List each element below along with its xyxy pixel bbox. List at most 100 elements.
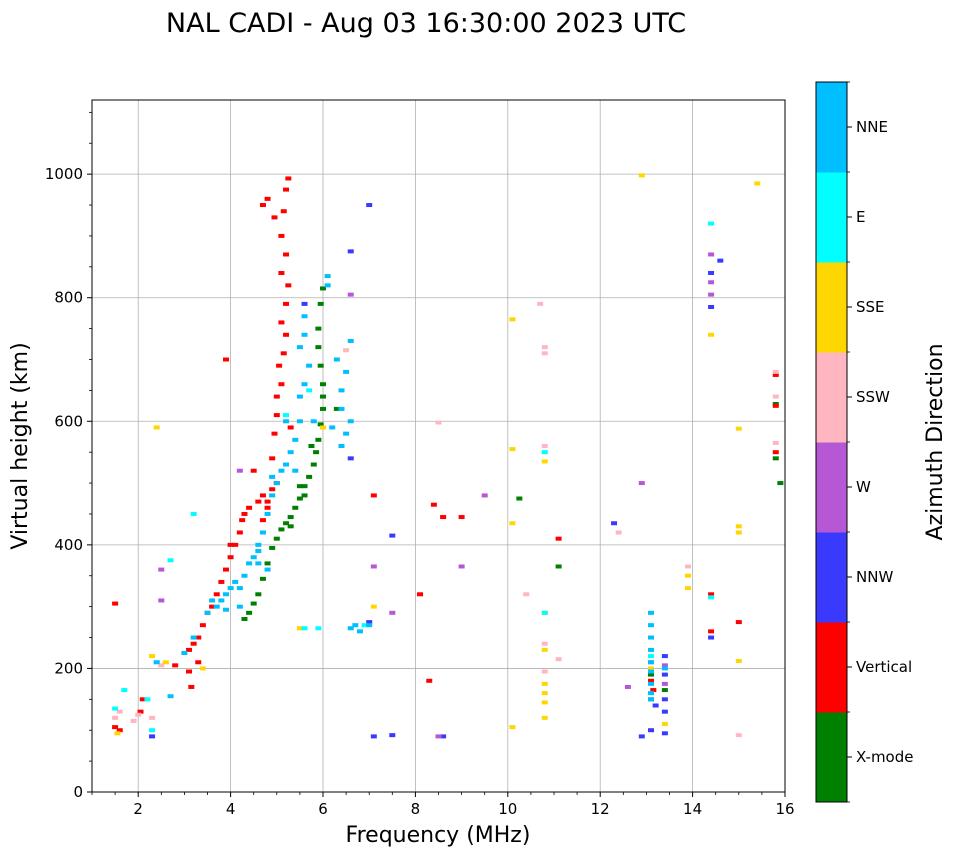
data-point-nnw	[611, 521, 618, 526]
data-point-nnw	[661, 709, 668, 714]
data-point-vertical	[280, 209, 287, 214]
data-point-sse	[162, 660, 169, 665]
data-point-sse	[153, 425, 160, 430]
data-point-sse	[509, 317, 516, 322]
colorbar-segment	[816, 262, 847, 353]
data-point-ssw	[158, 663, 165, 668]
data-point-sse	[754, 181, 761, 186]
data-point-nnw	[708, 635, 715, 640]
data-point-vertical	[278, 382, 285, 387]
data-point-vertical	[259, 203, 266, 208]
data-point-nne	[209, 598, 216, 603]
x-tick-label: 12	[591, 800, 610, 818]
data-point-x-mode	[516, 496, 523, 501]
data-point-w	[624, 684, 631, 689]
data-point-e	[121, 688, 128, 693]
data-point-nne	[236, 604, 243, 609]
data-point-nne	[301, 382, 308, 387]
data-point-nne	[366, 623, 373, 628]
data-point-w	[708, 252, 715, 257]
data-point-vertical	[273, 394, 280, 399]
data-point-sse	[296, 626, 303, 631]
data-point-ssw	[541, 641, 548, 646]
data-point-nne	[324, 274, 331, 279]
data-point-ssw	[541, 345, 548, 350]
data-point-vertical	[276, 363, 283, 368]
data-point-nne	[338, 444, 345, 448]
data-point-nnw	[661, 654, 668, 659]
data-point-x-mode	[555, 564, 562, 569]
data-point-vertical	[227, 542, 234, 547]
data-point-vertical	[259, 518, 266, 523]
data-point-ssw	[112, 715, 119, 720]
data-point-ssw	[541, 444, 548, 448]
y-tick-label: 400	[54, 536, 83, 554]
data-point-vertical	[264, 499, 271, 504]
data-point-e	[112, 706, 119, 711]
data-point-x-mode	[301, 484, 308, 489]
data-point-nne	[273, 481, 280, 486]
data-point-nne	[283, 419, 290, 424]
data-point-nne	[648, 610, 655, 615]
data-point-x-mode	[315, 345, 322, 350]
data-point-nne	[218, 598, 225, 603]
data-point-vertical	[227, 555, 234, 560]
data-point-vertical	[278, 320, 285, 325]
data-point-vertical	[264, 196, 271, 201]
x-tick-label: 2	[133, 800, 143, 818]
data-point-sse	[320, 425, 326, 430]
data-point-nne	[648, 697, 655, 702]
data-point-nnw	[389, 533, 396, 538]
data-point-vertical	[139, 697, 146, 702]
data-point-nne	[259, 530, 266, 535]
data-point-nne	[269, 493, 276, 498]
data-point-x-mode	[273, 536, 280, 541]
data-point-vertical	[370, 493, 377, 498]
data-point-sse	[149, 654, 156, 659]
data-point-vertical	[222, 357, 229, 362]
data-point-vertical	[255, 499, 262, 504]
data-point-sse	[735, 426, 742, 431]
data-point-vertical	[426, 678, 433, 683]
data-point-nnw	[347, 249, 354, 254]
data-point-nne	[347, 626, 354, 631]
data-point-e	[190, 511, 197, 516]
data-point-x-mode	[317, 363, 324, 368]
data-point-nnw	[661, 731, 668, 736]
data-point-x-mode	[259, 576, 266, 581]
data-point-e	[283, 413, 290, 418]
data-point-nne	[255, 542, 262, 547]
data-point-x-mode	[264, 561, 271, 566]
data-point-sse	[541, 459, 548, 464]
data-point-vertical	[116, 728, 123, 733]
data-point-ssw	[541, 351, 548, 356]
colorbar-segment	[816, 352, 847, 443]
data-point-vertical	[137, 709, 144, 714]
data-point-vertical	[650, 688, 657, 693]
data-point-ssw	[537, 301, 544, 306]
data-point-vertical	[250, 468, 257, 473]
colorbar-segment	[816, 532, 847, 623]
data-point-vertical	[239, 518, 246, 523]
colorbar-segment	[816, 712, 847, 803]
data-point-x-mode	[296, 496, 303, 501]
data-point-nne	[181, 650, 188, 655]
data-point-x-mode	[278, 527, 285, 532]
data-point-x-mode	[255, 592, 262, 597]
data-point-nne	[329, 425, 336, 430]
data-point-vertical	[287, 425, 294, 430]
data-point-nne	[296, 394, 303, 399]
data-point-ssw	[772, 394, 779, 399]
colorbar-tick-label: SSE	[856, 298, 885, 316]
data-point-nne	[301, 332, 308, 337]
data-point-nne	[269, 474, 276, 479]
data-point-vertical	[278, 233, 285, 238]
data-point-vertical	[209, 604, 216, 609]
data-point-e	[541, 450, 548, 455]
y-tick-label: 1000	[45, 165, 83, 183]
data-point-vertical	[285, 176, 292, 181]
data-point-nne	[648, 669, 655, 674]
data-point-vertical	[283, 332, 290, 337]
data-point-x-mode	[283, 521, 290, 526]
data-point-nnw	[708, 271, 715, 275]
